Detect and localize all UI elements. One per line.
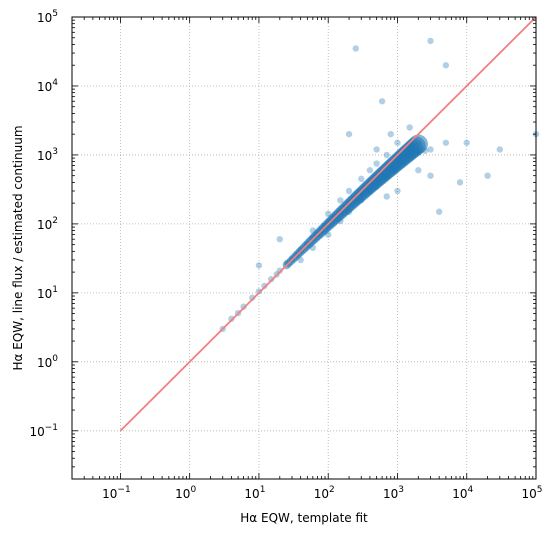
scatter-point bbox=[249, 294, 256, 301]
scatter-point bbox=[427, 146, 434, 153]
x-axis-label: Hα EQW, template fit bbox=[240, 511, 368, 525]
y-tick-label: 100 bbox=[37, 354, 58, 370]
y-tick-label: 10−1 bbox=[29, 423, 58, 439]
x-tick-label: 104 bbox=[452, 485, 473, 501]
scatter-point bbox=[408, 134, 428, 154]
axis-ticks bbox=[71, 16, 537, 480]
x-tick-label: 100 bbox=[175, 485, 196, 501]
scatter-point bbox=[261, 282, 268, 290]
x-tick-label: 10−1 bbox=[102, 485, 131, 501]
scatter-point bbox=[228, 315, 235, 323]
scatter-point bbox=[463, 139, 470, 146]
y-tick-label: 103 bbox=[37, 147, 58, 163]
scatter-point bbox=[345, 130, 353, 138]
scatter-point bbox=[358, 175, 365, 183]
x-tick-label: 101 bbox=[244, 485, 265, 501]
scatter-points bbox=[219, 37, 540, 333]
scatter-point bbox=[378, 98, 386, 105]
y-tick-label: 105 bbox=[37, 9, 58, 25]
x-tick-label: 103 bbox=[383, 485, 404, 501]
scatter-point bbox=[255, 262, 263, 269]
x-tick-label: 105 bbox=[521, 485, 542, 501]
scatter-point bbox=[240, 303, 247, 310]
y-axis-label: Hα EQW, line flux / estimated continuum bbox=[11, 125, 25, 370]
scatter-point bbox=[387, 130, 394, 138]
scatter-point bbox=[373, 146, 380, 153]
scatter-point bbox=[456, 179, 464, 186]
scatter-point bbox=[435, 208, 443, 215]
scatter-point bbox=[255, 288, 263, 295]
scatter-point bbox=[276, 236, 283, 243]
scatter-point bbox=[373, 160, 380, 167]
plot-frame bbox=[71, 16, 537, 480]
scatter-point bbox=[406, 124, 413, 131]
x-tick-label: 102 bbox=[314, 485, 335, 501]
scatter-point bbox=[366, 167, 374, 174]
scatter-point bbox=[337, 197, 344, 204]
identity-line bbox=[119, 16, 537, 432]
y-tick-labels: 10−1 100 101 102 103 104 105 bbox=[29, 9, 58, 439]
scatter-point bbox=[276, 267, 283, 274]
identity-line-path bbox=[119, 16, 537, 432]
scatter-point bbox=[442, 62, 450, 69]
scatter-point bbox=[415, 167, 422, 174]
y-tick-label: 101 bbox=[37, 285, 58, 301]
x-tick-labels: 10−1 100 101 102 103 104 105 bbox=[102, 485, 542, 501]
scatter-point bbox=[427, 172, 434, 179]
y-tick-label: 102 bbox=[37, 216, 58, 232]
scatter-point bbox=[427, 37, 434, 45]
y-tick-label: 104 bbox=[37, 78, 58, 94]
scatter-point bbox=[442, 139, 450, 146]
scatter-point bbox=[383, 151, 390, 159]
scatter-point bbox=[352, 45, 359, 52]
scatter-point bbox=[394, 139, 401, 146]
scatter-point bbox=[496, 146, 503, 153]
scatter-point bbox=[345, 187, 353, 195]
scatter-point bbox=[484, 172, 491, 179]
scatter-point bbox=[383, 193, 390, 200]
scatter-point bbox=[394, 187, 401, 195]
scatter-point bbox=[267, 275, 275, 283]
